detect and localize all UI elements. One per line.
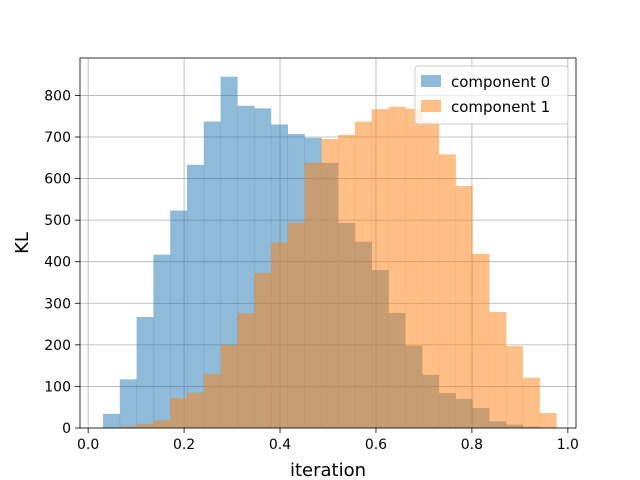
y-tick-label: 0 [62, 421, 71, 437]
histogram-bar-series-1 [220, 344, 238, 428]
x-axis-ticks: 0.0 0.2 0.4 0.6 0.8 1.0 [77, 428, 579, 453]
histogram-bar-series-1 [136, 423, 154, 428]
y-tick-label: 500 [44, 213, 71, 229]
histogram-bar-series-1 [321, 139, 339, 428]
histogram-bar-series-1 [119, 426, 137, 428]
legend-label: component 1 [451, 98, 550, 116]
histogram-bar-series-1 [405, 108, 423, 428]
y-tick-label: 800 [44, 88, 71, 104]
y-tick-label: 300 [44, 296, 71, 312]
histogram-bar-series-0 [136, 317, 154, 428]
x-tick-label: 0.0 [77, 437, 99, 453]
histogram-bar-series-1 [354, 121, 372, 428]
legend-box [414, 65, 569, 125]
histogram-bar-series-0 [220, 76, 238, 429]
y-tick-label: 400 [44, 255, 71, 271]
histogram-bar-series-1 [153, 420, 171, 428]
histogram-bar-series-1 [539, 413, 557, 428]
histogram-bar-series-1 [371, 109, 389, 429]
histogram-bar-series-1 [270, 242, 289, 428]
histogram-bar-series-1 [388, 106, 406, 429]
legend: component 0 component 1 [414, 65, 569, 125]
histogram-bar-series-1 [186, 392, 205, 428]
histogram-bar-series-0 [103, 413, 121, 428]
histogram-bar-series-1 [455, 186, 473, 428]
legend-swatch [421, 100, 441, 112]
y-tick-label: 600 [44, 172, 71, 188]
histogram-bar-series-0 [203, 121, 221, 428]
y-axis-label: KL [12, 232, 33, 254]
x-tick-label: 0.4 [269, 437, 291, 453]
y-tick-label: 700 [44, 130, 71, 146]
histogram-bar-series-1 [170, 398, 188, 428]
x-tick-label: 0.2 [173, 437, 195, 453]
histogram-bar-series-0 [186, 164, 205, 428]
histogram-bar-series-0 [153, 254, 171, 428]
y-tick-label: 200 [44, 338, 71, 354]
x-tick-label: 0.8 [461, 437, 483, 453]
histogram-bar-series-1 [505, 346, 524, 428]
x-tick-label: 1.0 [557, 437, 579, 453]
x-tick-label: 0.6 [365, 437, 387, 453]
histogram-bar-series-1 [522, 377, 540, 428]
histogram-bar-series-1 [254, 272, 272, 428]
histogram-bar-series-1 [237, 313, 255, 428]
legend-swatch [421, 75, 441, 87]
plot-frame [79, 57, 577, 429]
histogram-bar-series-1 [472, 253, 490, 428]
histogram-bar-series-1 [422, 121, 440, 428]
x-axis-label: iteration [290, 460, 366, 480]
histogram-bar-series-1 [438, 154, 456, 428]
legend-label: component 0 [451, 73, 550, 91]
histogram-bar-series-1 [304, 162, 322, 428]
histogram-bar-series-1 [489, 312, 507, 428]
y-tick-label: 100 [44, 379, 71, 395]
histogram-bars [103, 76, 557, 429]
histogram-bar-series-0 [119, 379, 137, 428]
y-axis-ticks: 0 100 200 300 400 500 600 700 800 [44, 88, 80, 437]
axes-frame [79, 57, 577, 429]
histogram-bar-series-1 [287, 222, 305, 428]
histogram-bar-series-1 [338, 134, 356, 429]
histogram-bar-series-1 [203, 373, 221, 428]
histogram-bar-series-0 [170, 210, 188, 428]
